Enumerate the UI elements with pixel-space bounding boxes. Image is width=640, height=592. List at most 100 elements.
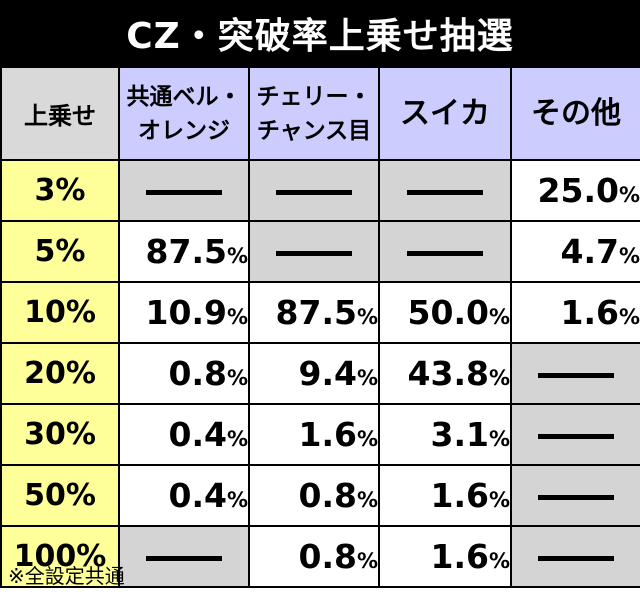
rate-value: 1.6: [430, 537, 489, 576]
rate-cell: 87.5%: [118, 220, 250, 283]
empty-cell: [118, 159, 250, 222]
rate-cell: 3.1%: [378, 403, 512, 466]
empty-cell: [248, 159, 380, 222]
rate-cell: 9.4%: [248, 342, 380, 405]
column-header-line: チャンス目: [256, 117, 372, 144]
column-header-line: その他: [531, 95, 621, 131]
empty-cell: [248, 220, 380, 283]
page-title: CZ・突破率上乗せ抽選: [0, 0, 640, 66]
rate-value: 4.7: [560, 232, 619, 271]
table-body: 3% 25.0% 5% 87.5% 4.7% 10% 10.9% 87.5% 50.0% 1.6%…: [0, 159, 640, 588]
rate-cell: 43.8%: [378, 342, 512, 405]
rate-cell: 1.6%: [378, 464, 512, 527]
empty-cell: [510, 342, 640, 405]
row-label: 10%: [0, 281, 120, 344]
column-header-bell-orange: 共通ベル・ オレンジ: [118, 66, 250, 161]
percent-sign: %: [488, 366, 510, 390]
rate-value: 3.1: [430, 415, 489, 454]
empty-cell: [118, 525, 250, 588]
column-header-suika: スイカ: [378, 66, 512, 161]
rate-cell: 50.0%: [378, 281, 512, 344]
percent-sign: %: [488, 488, 510, 512]
empty-cell: [510, 525, 640, 588]
table-row: 30% 0.4% 1.6% 3.1%: [0, 403, 640, 466]
rate-value: 10.9: [145, 293, 227, 332]
dash-mark: [538, 434, 614, 439]
percent-sign: %: [356, 305, 378, 329]
rate-cell: 1.6%: [378, 525, 512, 588]
dash-mark: [276, 251, 352, 256]
percent-sign: %: [618, 305, 640, 329]
percent-sign: %: [356, 488, 378, 512]
percent-sign: %: [618, 244, 640, 268]
rate-cell: 87.5%: [248, 281, 380, 344]
dash-mark: [538, 495, 614, 500]
rate-value: 9.4: [298, 354, 357, 393]
rate-value: 0.8: [298, 476, 357, 515]
rate-cell: 4.7%: [510, 220, 640, 283]
rate-value: 50.0: [407, 293, 489, 332]
column-header-line: チェリー・: [256, 83, 372, 110]
dash-mark: [276, 190, 352, 195]
row-label: 3%: [0, 159, 120, 222]
dash-mark: [407, 251, 483, 256]
percent-sign: %: [226, 366, 248, 390]
rate-cell: 1.6%: [248, 403, 380, 466]
rate-value: 0.4: [168, 476, 227, 515]
column-header-cherry-chance: チェリー・ チャンス目: [248, 66, 380, 161]
row-label: 100%: [0, 525, 120, 588]
rate-value: 25.0: [537, 171, 619, 210]
rate-value: 0.4: [168, 415, 227, 454]
table-header-row: 上乗せ 共通ベル・ オレンジ チェリー・ チャンス目 スイカ その他: [0, 66, 640, 161]
percent-sign: %: [618, 183, 640, 207]
table-row: 20% 0.8% 9.4% 43.8%: [0, 342, 640, 405]
footnote: ※全設定共通: [8, 564, 125, 588]
rate-cell: 0.8%: [248, 464, 380, 527]
empty-cell: [378, 159, 512, 222]
rate-value: 0.8: [168, 354, 227, 393]
row-label: 20%: [0, 342, 120, 405]
rate-cell: 1.6%: [510, 281, 640, 344]
column-header-line: スイカ: [400, 95, 490, 131]
rate-table: 上乗せ 共通ベル・ オレンジ チェリー・ チャンス目 スイカ その他 3% 25.…: [0, 66, 640, 588]
rate-value: 1.6: [430, 476, 489, 515]
table-row: 50% 0.4% 0.8% 1.6%: [0, 464, 640, 527]
column-header-line: オレンジ: [138, 117, 230, 144]
rate-cell: 25.0%: [510, 159, 640, 222]
row-label: 5%: [0, 220, 120, 283]
rate-cell: 0.4%: [118, 403, 250, 466]
percent-sign: %: [356, 549, 378, 573]
empty-cell: [510, 403, 640, 466]
dash-mark: [146, 556, 222, 561]
header-corner: 上乗せ: [0, 66, 120, 161]
rate-value: 1.6: [560, 293, 619, 332]
column-header-other: その他: [510, 66, 640, 161]
row-label: 30%: [0, 403, 120, 466]
rate-cell: 0.8%: [248, 525, 380, 588]
rate-cell: 10.9%: [118, 281, 250, 344]
table-row: 5% 87.5% 4.7%: [0, 220, 640, 283]
rate-value: 43.8: [407, 354, 489, 393]
percent-sign: %: [226, 244, 248, 268]
table-row: 10% 10.9% 87.5% 50.0% 1.6%: [0, 281, 640, 344]
dash-mark: [538, 373, 614, 378]
column-header-line: 共通ベル・: [126, 83, 242, 110]
percent-sign: %: [226, 305, 248, 329]
rate-value: 1.6: [298, 415, 357, 454]
empty-cell: [378, 220, 512, 283]
percent-sign: %: [488, 305, 510, 329]
dash-mark: [146, 190, 222, 195]
empty-cell: [510, 464, 640, 527]
percent-sign: %: [488, 549, 510, 573]
percent-sign: %: [488, 427, 510, 451]
table-row: 100% 0.8% 1.6%: [0, 525, 640, 588]
rate-cell: 0.8%: [118, 342, 250, 405]
percent-sign: %: [226, 488, 248, 512]
percent-sign: %: [356, 366, 378, 390]
rate-value: 87.5: [275, 293, 357, 332]
rate-cell: 0.4%: [118, 464, 250, 527]
table-row: 3% 25.0%: [0, 159, 640, 222]
rate-value: 87.5: [145, 232, 227, 271]
percent-sign: %: [226, 427, 248, 451]
percent-sign: %: [356, 427, 378, 451]
